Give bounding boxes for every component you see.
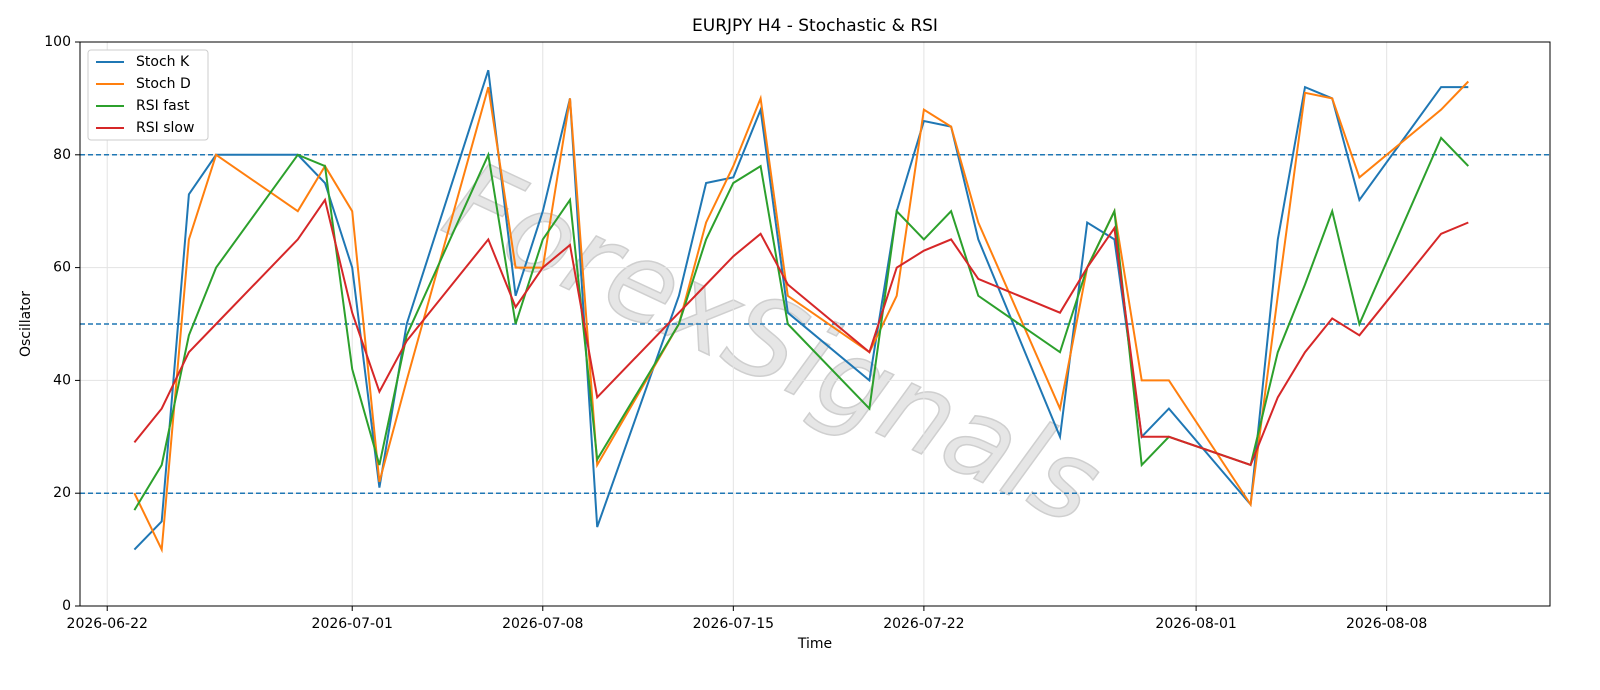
- y-tick-label: 0: [62, 598, 71, 614]
- legend: Stoch K Stoch D RSI fast RSI slow: [87, 49, 209, 141]
- y-axis-label: Oscillator: [18, 291, 34, 357]
- y-tick-label: 60: [53, 260, 71, 276]
- x-tick-label: 2026-07-01: [312, 616, 393, 632]
- x-tick-label: 2026-08-01: [1155, 616, 1236, 632]
- legend-box: [87, 49, 209, 141]
- x-tick-label: 2026-08-08: [1346, 616, 1427, 632]
- legend-label: Stoch K: [136, 54, 190, 70]
- y-tick-label: 20: [53, 485, 71, 501]
- plot-frame: [79, 41, 1551, 607]
- series-line: [133, 69, 1469, 551]
- y-tick-label: 100: [44, 34, 71, 50]
- x-axis-label: Time: [797, 636, 832, 652]
- chart-title: EURJPY H4 - Stochastic & RSI: [692, 16, 938, 36]
- legend-label: RSI slow: [136, 120, 194, 136]
- series-line: [133, 197, 1469, 467]
- y-tick-label: 40: [53, 372, 71, 388]
- legend-label: RSI fast: [136, 98, 190, 114]
- y-tick-label: 80: [53, 147, 71, 163]
- series-line: [133, 136, 1470, 511]
- x-tick-label: 2026-07-22: [883, 616, 964, 632]
- legend-label: Stoch D: [136, 76, 191, 92]
- x-tick-label: 2026-07-08: [502, 616, 583, 632]
- x-tick-label: 2026-06-22: [67, 616, 148, 632]
- series-line: [133, 80, 1470, 554]
- x-tick-label: 2026-07-15: [693, 616, 774, 632]
